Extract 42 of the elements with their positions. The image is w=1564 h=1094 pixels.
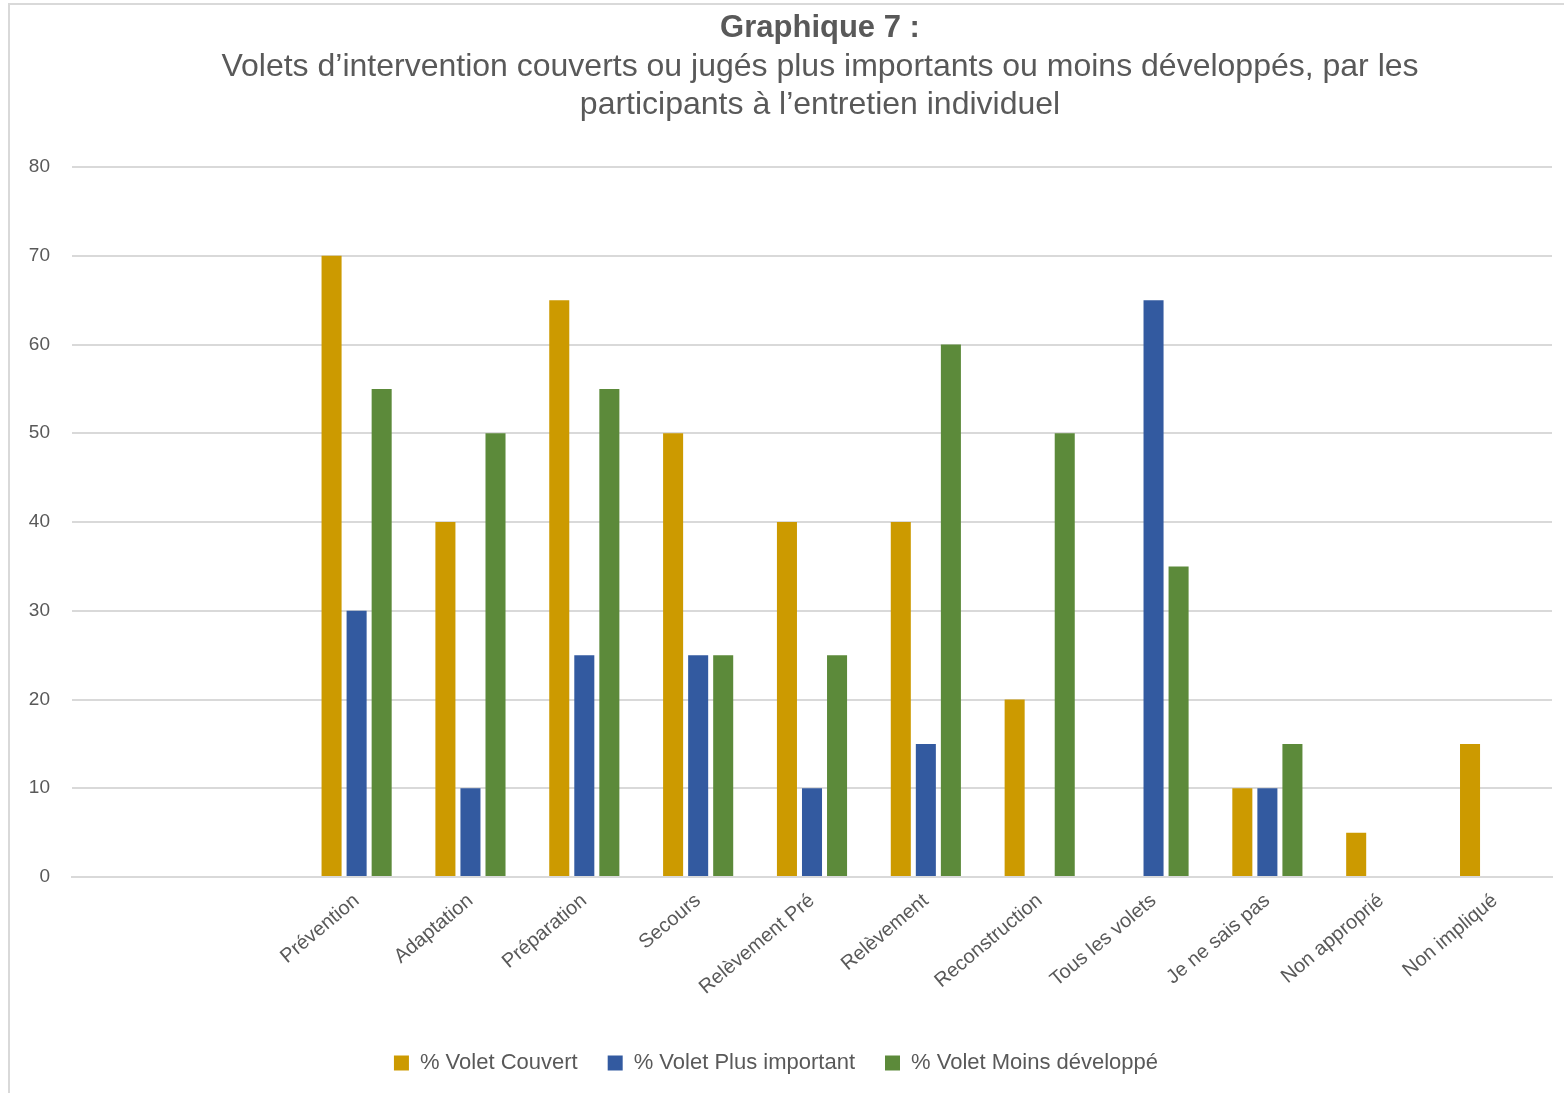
bar	[940, 344, 961, 876]
bar	[346, 610, 367, 876]
bar	[663, 433, 684, 876]
legend-label: % Volet Plus important	[633, 1049, 856, 1075]
bar	[1232, 788, 1253, 876]
legend-label: % Volet Moins développé	[911, 1049, 1159, 1075]
y-tick-label: 20	[28, 687, 50, 709]
bar	[1054, 433, 1075, 876]
y-tick-label: 30	[28, 598, 50, 620]
chart-title: Graphique 7 :	[719, 8, 921, 46]
bar	[688, 655, 709, 876]
y-tick-label: 10	[28, 776, 50, 798]
bar	[1460, 743, 1481, 876]
x-tick-label: Je ne sais pas	[1161, 888, 1274, 988]
bar	[549, 300, 570, 876]
bar	[574, 655, 595, 876]
y-tick-label: 70	[28, 243, 50, 265]
bar	[1143, 300, 1164, 876]
bar	[827, 655, 848, 876]
y-tick-label: 60	[28, 332, 50, 354]
bar	[890, 522, 911, 876]
bar	[435, 522, 456, 876]
y-tick-label: 80	[28, 155, 50, 177]
y-tick-label: 0	[39, 865, 50, 887]
bar	[371, 388, 392, 876]
bar	[713, 655, 734, 876]
bar	[776, 522, 797, 876]
bar	[321, 255, 342, 876]
bar	[485, 433, 506, 876]
bar	[460, 788, 481, 876]
legend-label: % Volet Couvert	[419, 1049, 578, 1075]
bar	[915, 743, 936, 876]
bar	[599, 388, 620, 876]
bar	[801, 788, 823, 876]
bar	[1282, 743, 1303, 876]
bar	[1004, 699, 1025, 876]
bar	[1168, 566, 1189, 876]
y-tick-label: 40	[28, 510, 50, 532]
bar	[1346, 832, 1367, 876]
chart-subtitle: Volets d’intervention couverts ou jugés plus importants ou moins développés, par les participants à l’entretien individuel	[220, 46, 1420, 122]
y-tick-label: 50	[28, 421, 50, 443]
bar	[1257, 788, 1278, 876]
